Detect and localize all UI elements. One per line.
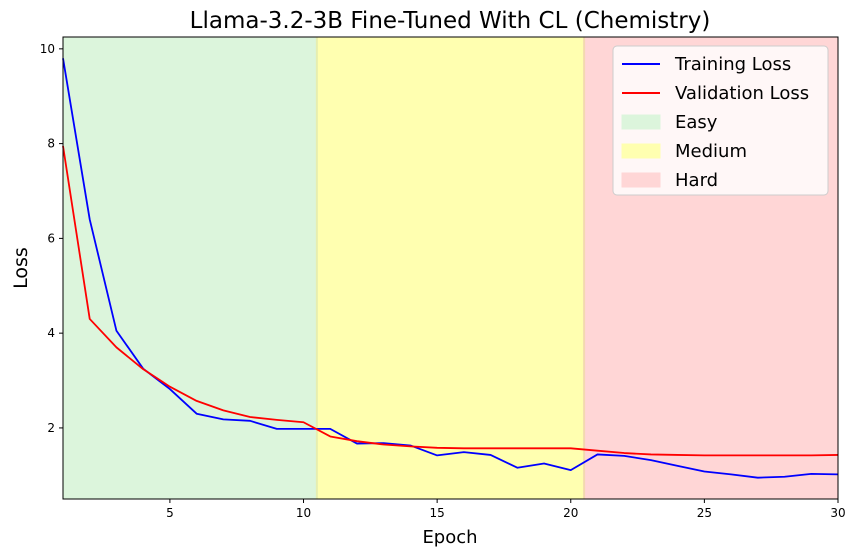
x-axis-ticks: 5 10 15 20 25 30 — [166, 499, 846, 520]
series-lines — [62, 58, 839, 479]
legend-label-hard: Hard — [675, 170, 718, 191]
region-easy — [63, 37, 317, 499]
x-tick-label: 10 — [296, 506, 311, 520]
line-training-loss — [62, 58, 839, 479]
legend-label-medium: Medium — [675, 141, 747, 162]
legend-swatch-hard — [621, 172, 661, 188]
x-tick-label: 25 — [697, 506, 712, 520]
chart-title: Llama-3.2-3B Fine-Tuned With CL (Chemist… — [190, 8, 711, 34]
legend-label-easy: Easy — [675, 112, 718, 133]
x-axis-label: Epoch — [422, 527, 477, 548]
region-medium — [316, 37, 585, 499]
x-tick-label: 30 — [830, 506, 845, 520]
y-tick-label: 2 — [47, 421, 55, 435]
x-tick-label: 20 — [563, 506, 578, 520]
legend-label-validation-loss: Validation Loss — [675, 83, 809, 104]
y-axis-ticks: 2 4 6 8 10 — [40, 42, 63, 435]
x-tick-label: 15 — [429, 506, 444, 520]
legend-swatch-easy — [621, 114, 661, 130]
legend: Training Loss Validation Loss Easy Medium Ha… — [612, 45, 829, 196]
plot-frame — [62, 36, 839, 500]
y-tick-label: 10 — [40, 42, 55, 56]
legend-box — [612, 45, 829, 196]
line-validation-loss — [62, 145, 839, 457]
y-tick-label: 6 — [47, 231, 55, 245]
legend-label-training-loss: Training Loss — [674, 54, 791, 75]
y-tick-label: 8 — [47, 137, 55, 151]
x-tick-label: 5 — [166, 506, 174, 520]
y-tick-label: 4 — [47, 326, 55, 340]
legend-swatch-medium — [621, 143, 661, 159]
y-axis-label: Loss — [10, 247, 32, 289]
